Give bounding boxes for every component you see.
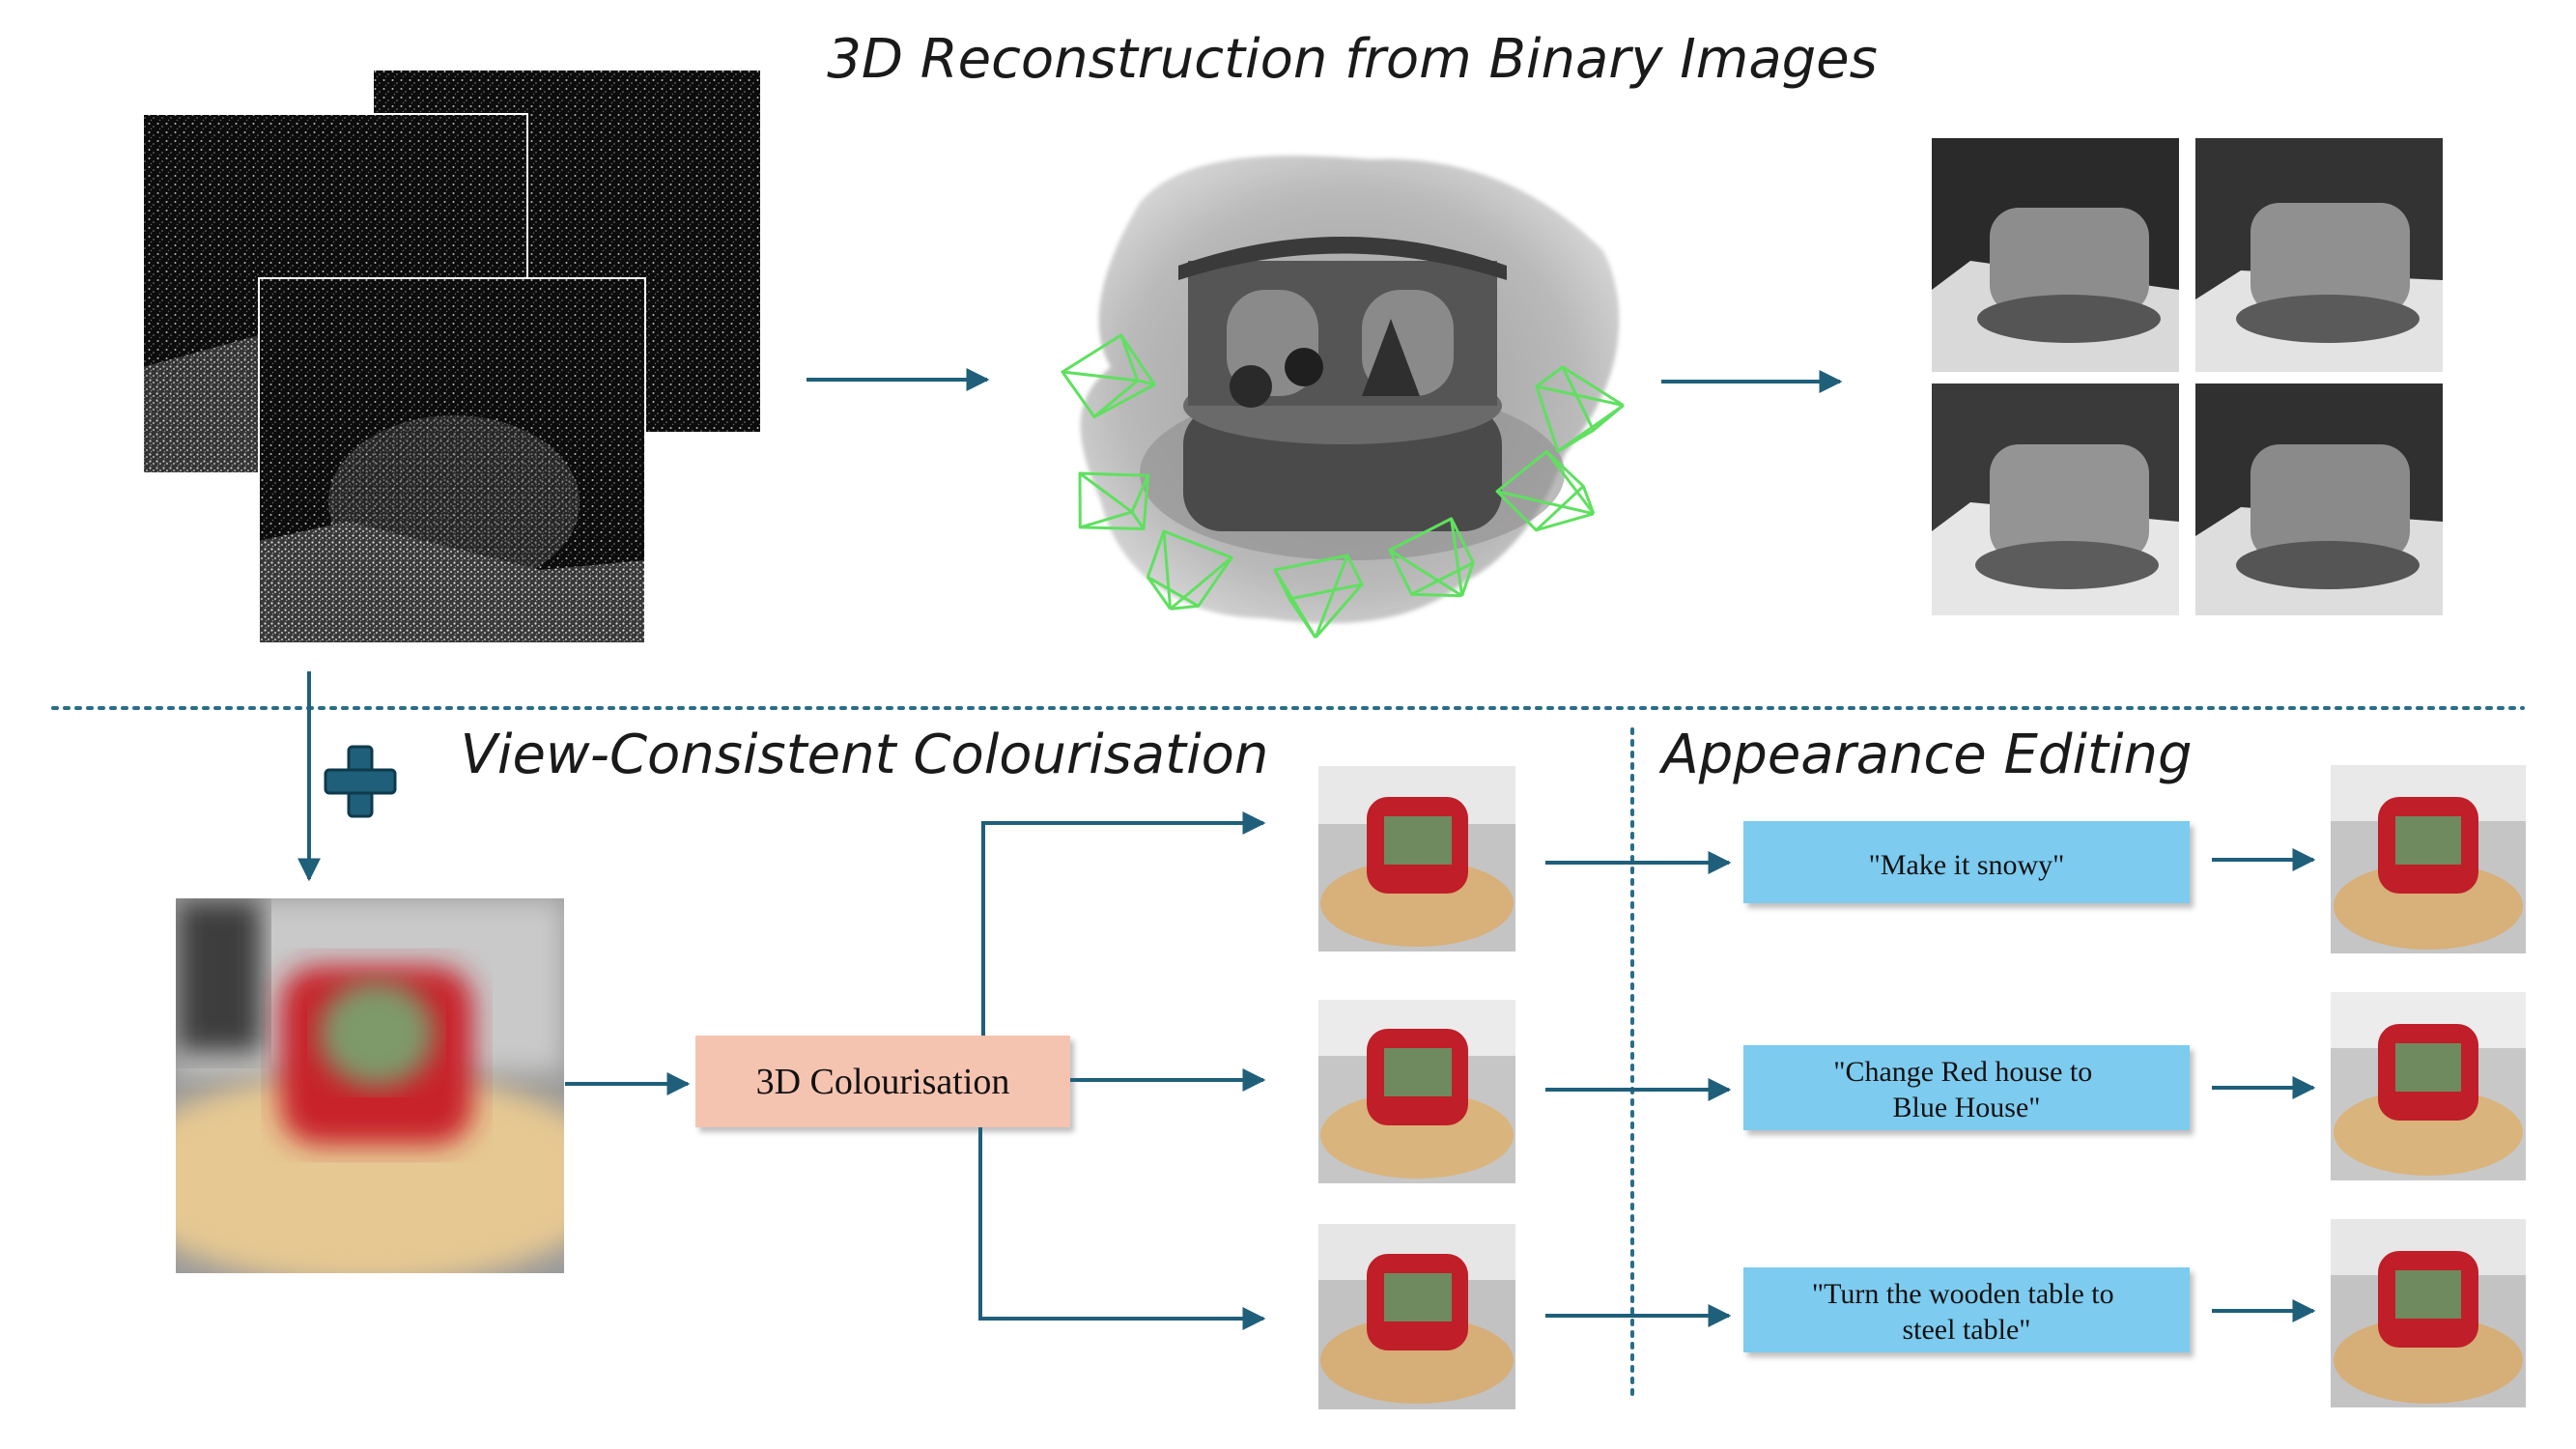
plus-icon bbox=[324, 745, 397, 818]
camera-icon bbox=[1495, 450, 1596, 532]
colourisation-box: 3D Colourisation bbox=[695, 1036, 1070, 1127]
camera-icon bbox=[1078, 471, 1150, 530]
prompt-box: "Turn the wooden table to steel table" bbox=[1743, 1267, 2190, 1352]
camera-wireframes bbox=[1061, 333, 1625, 639]
colourisation-title: View-Consistent Colourisation bbox=[461, 724, 1269, 786]
reconstruction-title: 3D Reconstruction from Binary Images bbox=[827, 28, 1878, 91]
colourised-view bbox=[1318, 766, 1515, 952]
prompt-input-arrows bbox=[1545, 851, 1732, 1327]
camera-icon bbox=[1146, 529, 1233, 611]
colourised-view bbox=[1318, 1000, 1515, 1183]
branch-arrows bbox=[978, 811, 1266, 1330]
camera-icon bbox=[1388, 517, 1475, 598]
grayscale-view bbox=[1932, 384, 2179, 615]
colourisation-box-label: 3D Colourisation bbox=[756, 1062, 1010, 1102]
blurry-colour-image bbox=[176, 898, 564, 1273]
editing-title: Appearance Editing bbox=[1658, 724, 2192, 786]
prompt-text: "Make it snowy" bbox=[1869, 849, 2065, 881]
reconstructed-scene bbox=[1080, 156, 1620, 624]
colourised-view bbox=[1318, 1224, 1515, 1409]
prompt-box: "Make it snowy" bbox=[1743, 821, 2190, 903]
prompt-output-arrows bbox=[2212, 848, 2316, 1322]
grayscale-view bbox=[2195, 138, 2443, 372]
edited-view bbox=[2331, 992, 2526, 1180]
binary-image-stack bbox=[142, 69, 762, 644]
prompt-text: "Change Red house to Blue House" bbox=[1833, 1056, 2100, 1123]
grayscale-view bbox=[1932, 138, 2179, 372]
camera-icon bbox=[1061, 333, 1156, 419]
grayscale-view-grid bbox=[1932, 138, 2443, 615]
grayscale-view bbox=[2195, 384, 2443, 615]
camera-icon bbox=[1273, 554, 1364, 639]
edited-view bbox=[2331, 1219, 2526, 1407]
prompt-box: "Change Red house to Blue House" bbox=[1743, 1045, 2190, 1130]
prompt-text: "Turn the wooden table to steel table" bbox=[1812, 1278, 2121, 1346]
edited-view bbox=[2331, 765, 2526, 953]
camera-icon bbox=[1535, 365, 1625, 453]
